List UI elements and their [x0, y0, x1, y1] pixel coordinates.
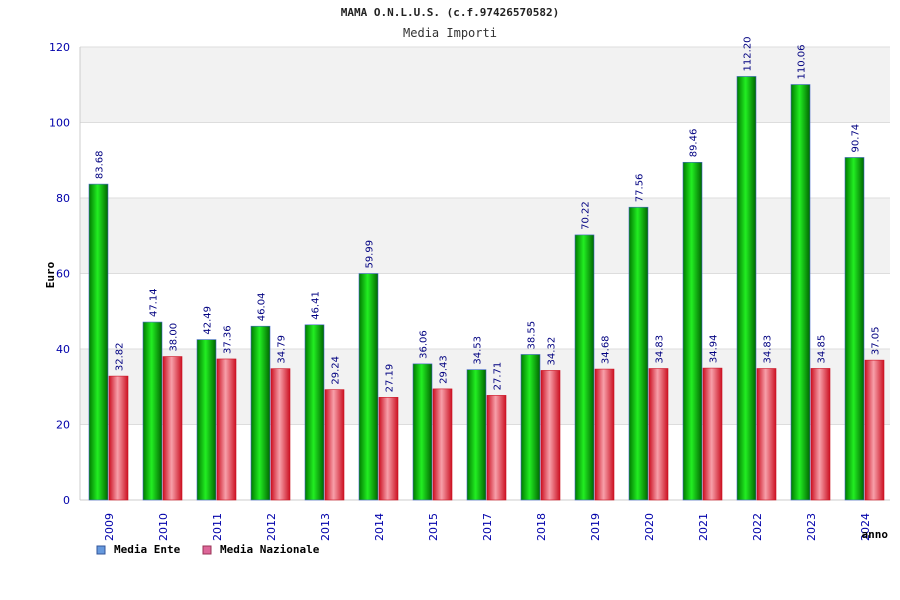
y-tick-label: 80	[56, 192, 70, 205]
bar-media-ente-2019	[574, 234, 595, 501]
value-label: 34.32	[547, 337, 558, 366]
bar-media-nazionale-2013	[324, 389, 345, 501]
x-axis-label: anno	[862, 528, 889, 541]
y-axis-label: Euro	[44, 261, 57, 288]
bar-media-nazionale-2015	[432, 388, 453, 501]
x-tick-label: 2010	[157, 513, 170, 541]
value-label: 70.22	[581, 201, 592, 230]
value-label: 32.82	[115, 342, 126, 371]
x-axis-ticks: 2009 2010 2011 2012 2013 2014 2015 2017 2018 2019…	[103, 513, 872, 541]
legend-label-media-nazionale: Media Nazionale	[220, 543, 320, 556]
bar-media-ente-2014	[358, 273, 379, 501]
bars	[88, 76, 885, 501]
bar-media-ente-2017	[466, 369, 487, 501]
x-tick-label: 2011	[211, 513, 224, 541]
background-band	[80, 122, 890, 198]
bar-media-nazionale-2009	[108, 375, 129, 501]
y-axis-ticks: 0 20 40 60 80 100 120	[49, 41, 70, 507]
value-label: 37.05	[871, 326, 882, 355]
x-tick-label: 2021	[697, 513, 710, 541]
bar-media-ente-2013	[304, 324, 325, 501]
bar-media-nazionale-2022	[756, 368, 777, 501]
bar-media-ente-2011	[196, 339, 217, 501]
chart-subtitle: Media Importi	[403, 26, 497, 40]
bar-media-ente-2009	[88, 183, 109, 501]
value-label: 110.06	[797, 45, 808, 80]
bar-media-nazionale-2023	[810, 368, 831, 501]
bar-media-nazionale-2024	[864, 359, 885, 501]
value-label: 38.55	[527, 321, 538, 350]
value-label: 90.74	[851, 124, 862, 153]
value-label: 77.56	[635, 174, 646, 203]
value-labels: 83.68 32.82 47.14 38.00 42.49 37.36 46.04 34.79…	[95, 36, 882, 392]
bar-media-ente-2010	[142, 321, 163, 501]
value-label: 34.83	[763, 335, 774, 364]
x-tick-label: 2024	[859, 513, 872, 541]
value-label: 29.43	[439, 355, 450, 384]
value-label: 29.24	[331, 356, 342, 385]
x-tick-label: 2019	[589, 513, 602, 541]
y-tick-label: 100	[49, 117, 70, 130]
value-label: 34.83	[655, 335, 666, 364]
bar-media-nazionale-2018	[540, 370, 561, 501]
bar-media-nazionale-2017	[486, 395, 507, 501]
value-label: 59.99	[365, 240, 376, 269]
bar-media-nazionale-2014	[378, 397, 399, 501]
legend: Media Ente Media Nazionale	[96, 543, 320, 556]
bar-media-ente-2022	[736, 76, 757, 501]
bar-media-ente-2012	[250, 325, 271, 501]
x-tick-label: 2012	[265, 513, 278, 541]
legend-label-media-ente: Media Ente	[114, 543, 181, 556]
bar-media-nazionale-2020	[648, 368, 669, 501]
y-tick-label: 120	[49, 41, 70, 54]
value-label: 34.53	[473, 336, 484, 365]
legend-swatch-media-nazionale	[202, 545, 212, 555]
x-tick-label: 2013	[319, 513, 332, 541]
x-tick-label: 2023	[805, 513, 818, 541]
value-label: 47.14	[149, 288, 160, 317]
bar-media-ente-2020	[628, 206, 649, 501]
value-label: 37.36	[223, 325, 234, 354]
y-tick-label: 20	[56, 419, 70, 432]
y-tick-label: 40	[56, 343, 70, 356]
x-tick-label: 2020	[643, 513, 656, 541]
value-label: 38.00	[169, 323, 180, 352]
background-band	[80, 47, 890, 123]
x-tick-label: 2022	[751, 513, 764, 541]
value-label: 27.19	[385, 364, 396, 393]
bar-media-ente-2015	[412, 363, 433, 501]
value-label: 89.46	[689, 129, 700, 158]
background-band	[80, 198, 890, 274]
value-label: 112.20	[743, 36, 754, 71]
bar-media-nazionale-2021	[702, 367, 723, 501]
bar-media-nazionale-2011	[216, 358, 237, 501]
y-tick-label: 0	[63, 494, 70, 507]
value-label: 46.41	[311, 291, 322, 320]
bar-media-nazionale-2012	[270, 368, 291, 501]
x-tick-label: 2017	[481, 513, 494, 541]
value-label: 34.85	[817, 335, 828, 364]
value-label: 36.06	[419, 330, 430, 359]
bar-media-ente-2021	[682, 161, 703, 501]
value-label: 42.49	[203, 306, 214, 335]
x-tick-label: 2009	[103, 513, 116, 541]
value-label: 83.68	[95, 150, 106, 179]
bar-media-ente-2024	[844, 157, 865, 501]
bar-media-nazionale-2010	[162, 356, 183, 501]
x-tick-label: 2014	[373, 513, 386, 541]
value-label: 46.04	[257, 293, 268, 322]
x-tick-label: 2015	[427, 513, 440, 541]
bar-media-ente-2023	[790, 84, 811, 501]
chart-title: MAMA O.N.L.U.S. (c.f.97426570582)	[341, 6, 560, 19]
value-label: 34.68	[601, 335, 612, 364]
value-label: 34.79	[277, 335, 288, 364]
value-label: 27.71	[493, 362, 504, 391]
value-label: 34.94	[709, 334, 720, 363]
bar-media-nazionale-2019	[594, 368, 615, 501]
x-tick-label: 2018	[535, 513, 548, 541]
y-tick-label: 60	[56, 268, 70, 281]
legend-swatch-media-ente	[96, 545, 106, 555]
bar-media-ente-2018	[520, 354, 541, 501]
